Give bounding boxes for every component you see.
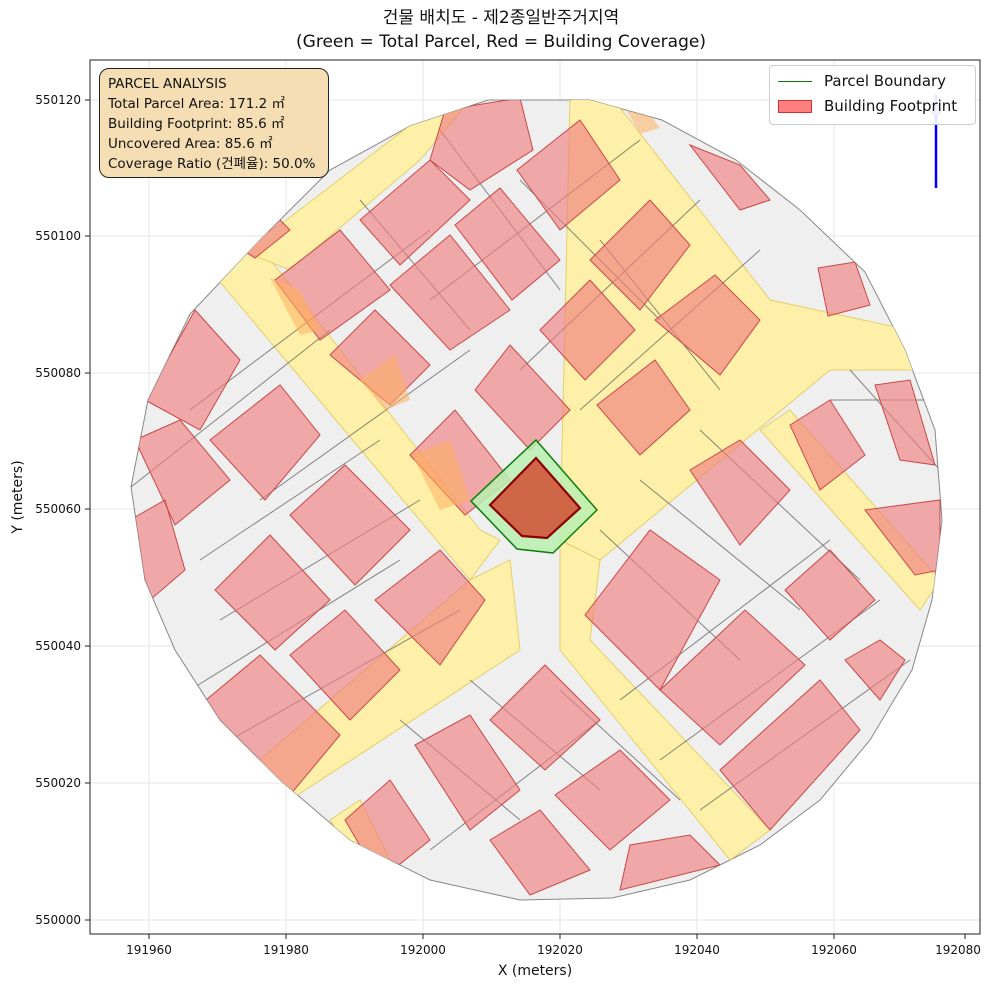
building	[789, 399, 866, 491]
building	[654, 274, 761, 376]
building	[516, 119, 621, 231]
building	[659, 609, 806, 746]
building	[289, 609, 401, 721]
building	[689, 439, 791, 546]
y-tick-label: 550080	[35, 366, 81, 380]
building	[596, 359, 691, 456]
building	[874, 379, 936, 466]
building	[209, 384, 321, 501]
y-axis-label: Y (meters)	[10, 460, 26, 534]
building	[688, 143, 771, 211]
x-tick-label: 192020	[537, 943, 583, 957]
parcel-analysis-box: PARCEL ANALYSIS Total Parcel Area: 171.2…	[99, 68, 329, 178]
overlap	[412, 440, 470, 510]
building	[784, 549, 876, 641]
info-line: Building Footprint: 85.6 ㎡	[108, 116, 285, 132]
subject-building-footprint	[488, 456, 582, 540]
building	[214, 534, 331, 651]
legend-label: Building Footprint	[824, 97, 958, 115]
x-tick-label: 191960	[126, 943, 172, 957]
y-tick-label: 550120	[35, 93, 81, 107]
legend-line-swatch	[778, 80, 812, 82]
x-axis-label: X (meters)	[498, 963, 572, 979]
building	[619, 834, 721, 891]
overlap-patches	[270, 108, 660, 510]
building	[489, 809, 591, 896]
legend: Parcel Boundary Building Footprint	[769, 65, 976, 125]
overlap	[360, 355, 410, 410]
building	[719, 679, 861, 831]
y-ticks	[85, 99, 90, 921]
building	[817, 261, 871, 317]
building	[359, 159, 471, 266]
x-tick-label: 192000	[400, 943, 446, 957]
info-line: Uncovered Area: 85.6 ㎡	[108, 136, 273, 152]
building	[554, 749, 671, 851]
building	[489, 664, 601, 771]
axes-frame	[89, 59, 981, 935]
legend-fill-swatch	[778, 99, 812, 113]
legend-label: Parcel Boundary	[824, 72, 947, 90]
title-line-1: 건물 배치도 - 제2종일반주거지역	[382, 8, 620, 28]
building	[134, 419, 231, 526]
building	[374, 549, 486, 666]
legend-item-parcel: Parcel Boundary	[778, 72, 946, 90]
building	[289, 464, 411, 586]
building	[589, 199, 691, 311]
x-tick-label: 192040	[674, 943, 720, 957]
y-tick-label: 550020	[35, 776, 81, 790]
x-tick-label: 191980	[263, 943, 309, 957]
overlap	[625, 108, 660, 134]
title-line-2: (Green = Total Parcel, Red = Building Co…	[296, 32, 706, 52]
info-heading: PARCEL ANALYSIS	[108, 76, 227, 92]
y-tick-label: 550100	[35, 229, 81, 243]
building	[454, 187, 561, 301]
neighbor-buildings	[131, 100, 941, 896]
info-line: Coverage Ratio (건폐율): 50.0%	[108, 156, 316, 172]
building	[414, 714, 521, 831]
legend-item-building: Building Footprint	[778, 97, 957, 115]
y-tick-label: 550060	[35, 502, 81, 516]
y-tick-label: 550040	[35, 639, 81, 653]
building	[144, 309, 241, 431]
building	[429, 100, 534, 191]
building	[474, 344, 571, 451]
overlap	[270, 278, 320, 335]
building	[584, 529, 721, 691]
x-ticks	[148, 934, 966, 939]
building	[389, 234, 511, 351]
building	[844, 639, 906, 701]
x-tick-label: 192060	[811, 943, 857, 957]
y-tick-label: 550000	[35, 913, 81, 927]
chart-title: 건물 배치도 - 제2종일반주거지역 (Green = Total Parcel…	[0, 6, 1002, 54]
info-line: Total Parcel Area: 171.2 ㎡	[108, 96, 285, 112]
x-tick-label: 192080	[935, 943, 981, 957]
building	[539, 279, 636, 381]
